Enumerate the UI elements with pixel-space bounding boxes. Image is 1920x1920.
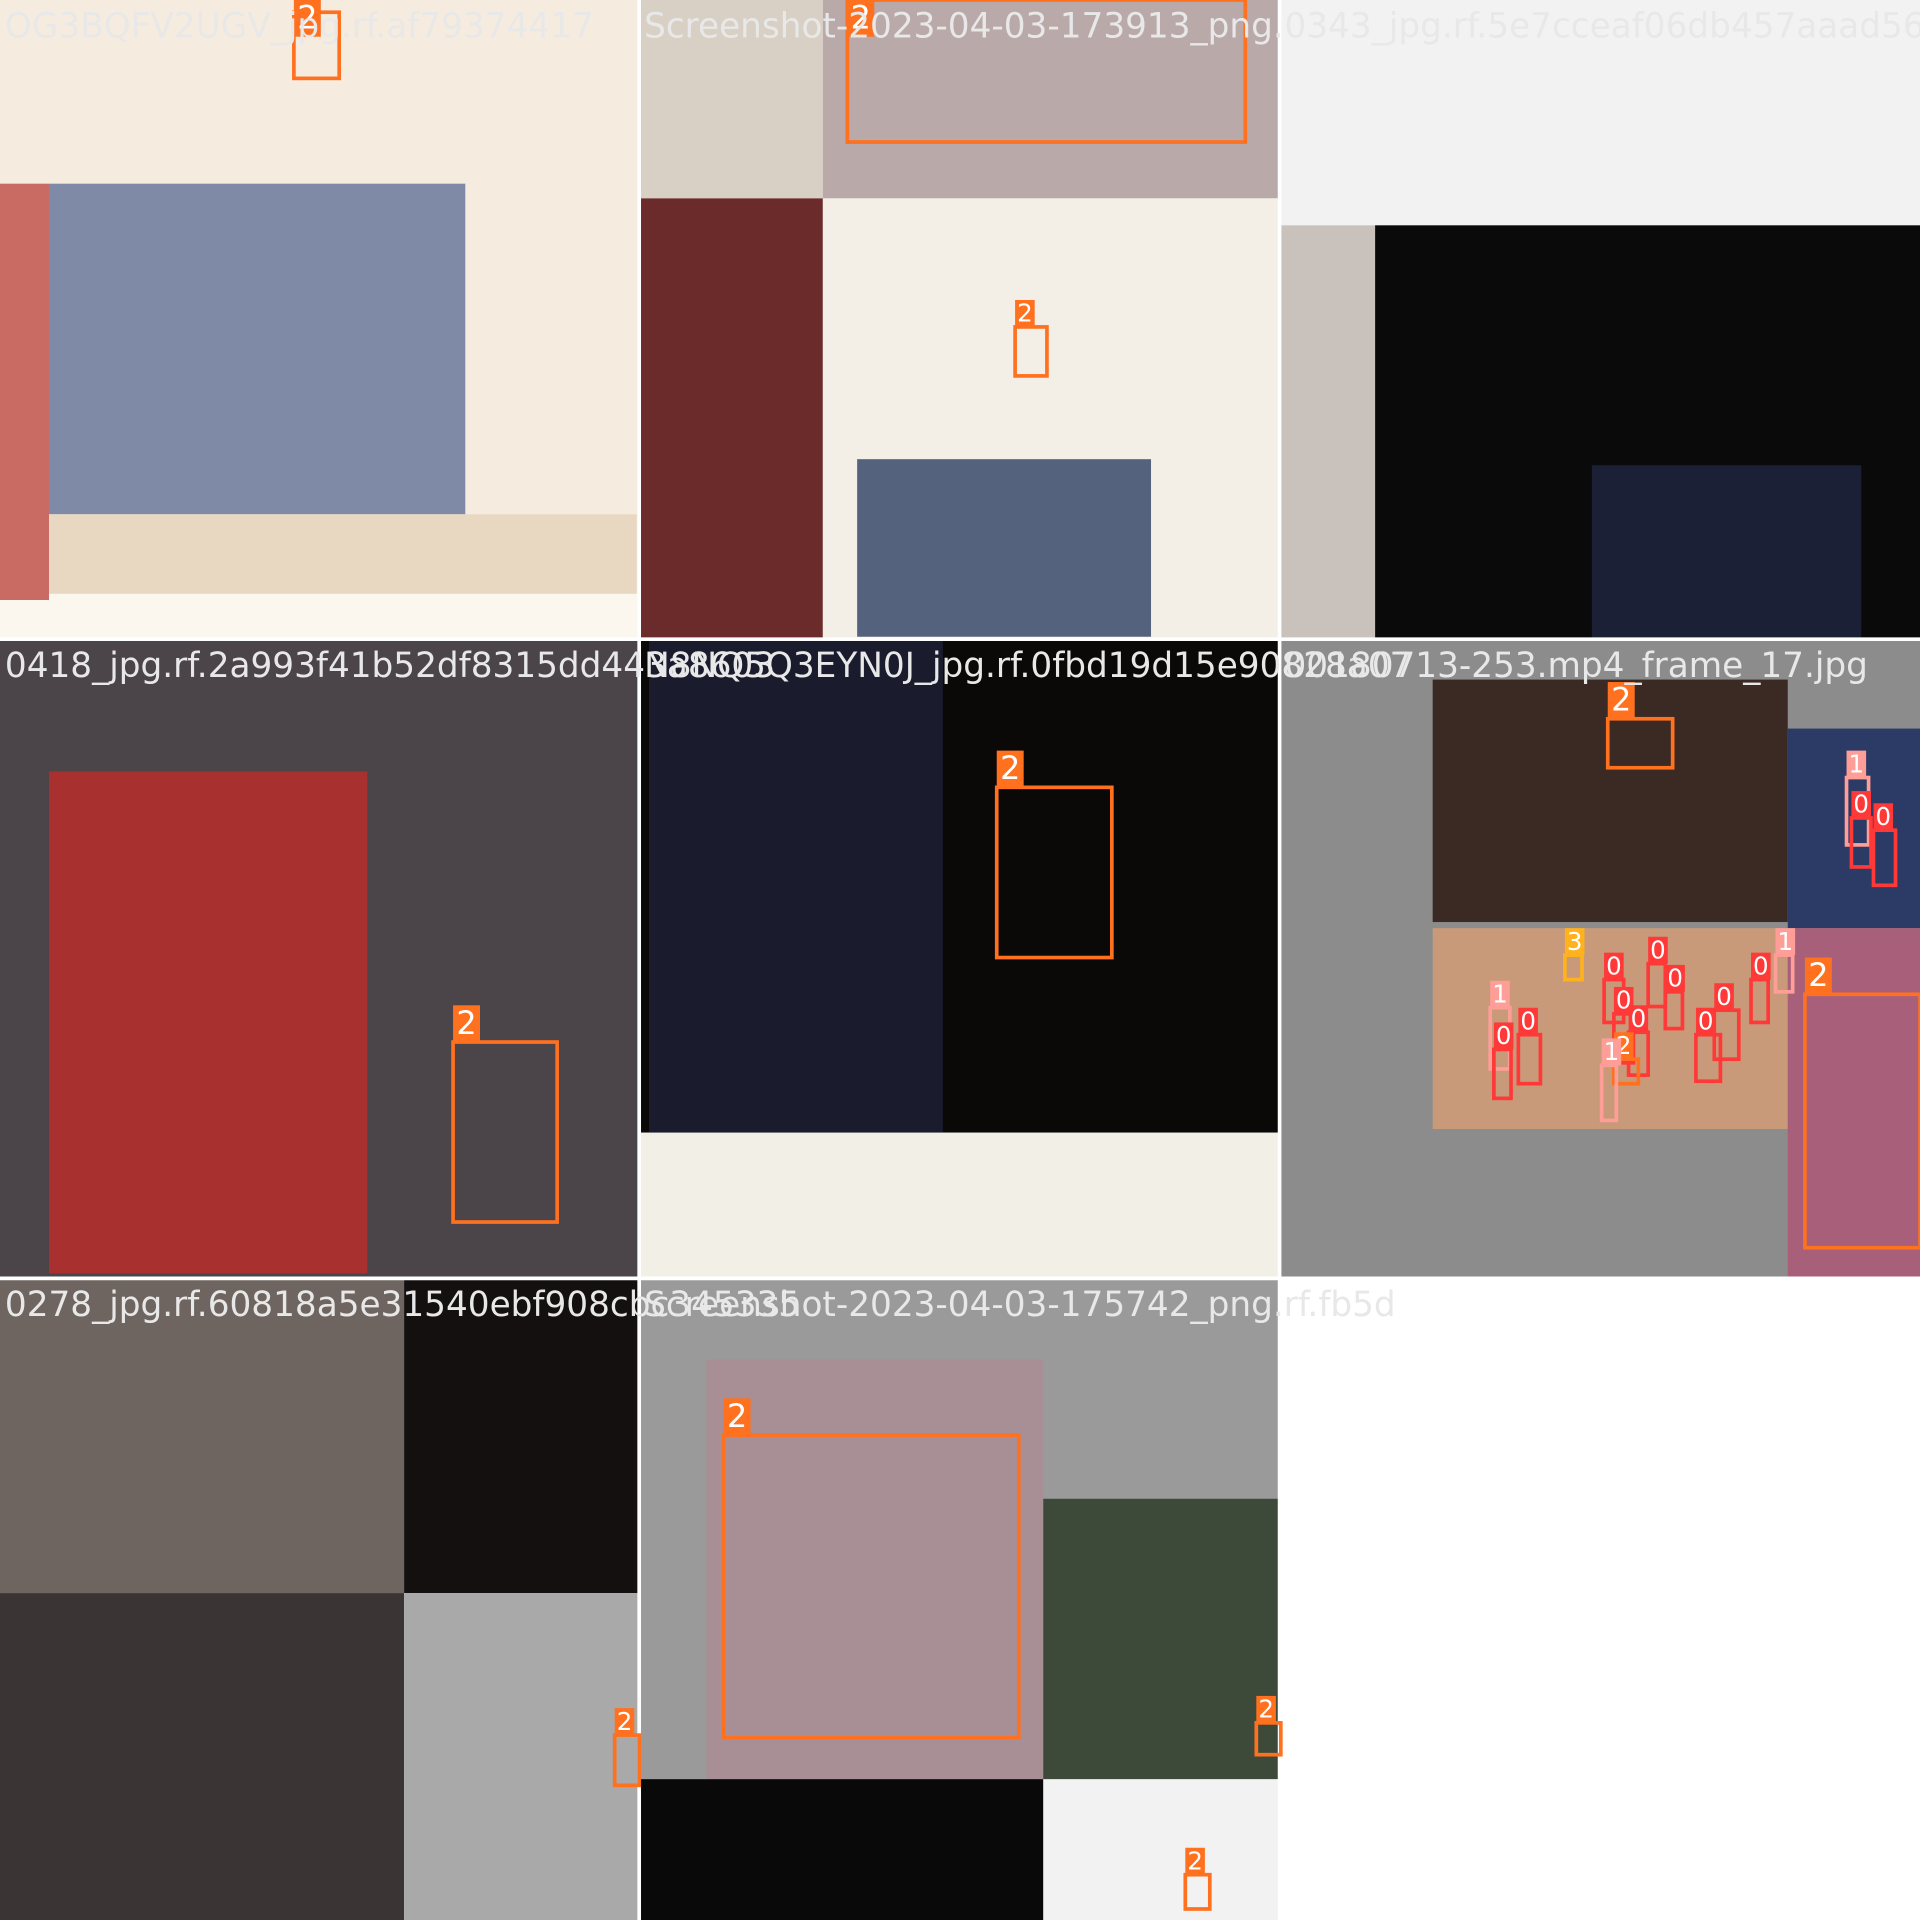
box-label-bg xyxy=(847,0,875,37)
bounding-box xyxy=(994,785,1114,960)
box-label-bg xyxy=(1601,1038,1622,1066)
box-label-bg xyxy=(1775,928,1796,956)
bounding-box xyxy=(451,1040,559,1224)
box-label: 0 xyxy=(1875,802,1891,831)
tile-filename: 0278_jpg.rf.60818a5e31540ebf908cbc345335 xyxy=(5,1285,800,1325)
box-label: 0 xyxy=(1606,951,1622,980)
box-label-bg xyxy=(1851,791,1872,818)
box-label: 1 xyxy=(1778,927,1794,956)
box-label-bg xyxy=(1846,750,1867,778)
box-label: 2 xyxy=(1017,299,1033,328)
box-label: 0 xyxy=(1698,1006,1714,1035)
box-label-bg xyxy=(1804,957,1832,995)
box-label-bg xyxy=(996,750,1024,788)
box-label-bg xyxy=(1873,803,1894,831)
box-label: 3 xyxy=(1567,927,1583,956)
box-label-bg xyxy=(1490,980,1510,1008)
box-label-bg xyxy=(1604,952,1624,980)
box-label: 2 xyxy=(1187,1846,1203,1875)
bounding-box xyxy=(721,1433,1021,1740)
box-label: 0 xyxy=(1520,1006,1536,1035)
box-label: 2 xyxy=(1258,1695,1274,1724)
box-label: 2 xyxy=(1611,681,1631,719)
box-label-bg xyxy=(1015,300,1035,327)
bounding-box xyxy=(845,0,1248,144)
box-label: 2 xyxy=(851,0,871,37)
box-label-bg xyxy=(1751,952,1771,980)
box-label: 2 xyxy=(617,1707,633,1736)
box-label-bg xyxy=(1256,1695,1276,1723)
box-label: 0 xyxy=(1631,1004,1647,1033)
box-label-bg xyxy=(1665,964,1685,992)
box-label: 0 xyxy=(1616,986,1632,1015)
box-label-bg xyxy=(453,1005,480,1043)
box-label: 2 xyxy=(1000,749,1020,787)
box-label-bg xyxy=(1714,983,1734,1011)
box-label: 2 xyxy=(727,1397,747,1435)
box-label-bg xyxy=(1628,1005,1649,1033)
bounding-box xyxy=(1803,992,1920,1250)
box-label: 2 xyxy=(297,0,317,37)
bounding-box xyxy=(1605,716,1675,770)
tile-filename: 00180713-253.mp4_frame_17.jpg xyxy=(1284,646,1867,686)
box-label-bg xyxy=(1185,1847,1205,1875)
tile-filename: Screenshot-2023-04-03-173913_png. xyxy=(644,7,1284,47)
box-label-bg xyxy=(1518,1007,1538,1035)
box-label-bg xyxy=(293,0,321,37)
box-label: 1 xyxy=(1604,1037,1620,1066)
box-label-bg xyxy=(1607,682,1635,719)
box-label: 2 xyxy=(1808,956,1828,994)
box-label: 1 xyxy=(1492,980,1508,1009)
box-label: 1 xyxy=(1849,749,1865,778)
box-label: 0 xyxy=(1753,951,1769,980)
box-label-bg xyxy=(1564,928,1585,956)
bounding-box xyxy=(1612,1057,1641,1086)
tile-filename: OG3BQFV2UGV_jpg.rf.af79374417 xyxy=(5,7,594,47)
tile-filename: 0418_jpg.rf.2a993f41b52df8315dd443a8603 xyxy=(5,646,775,686)
box-label-bg xyxy=(723,1398,751,1436)
box-label: 0 xyxy=(1716,982,1732,1011)
tile-filename: 0343_jpg.rf.5e7cceaf06db457aaad56f xyxy=(1284,7,1920,47)
box-label: 0 xyxy=(1650,935,1666,964)
box-label: 0 xyxy=(1496,1021,1512,1050)
tile-filename: N8NQ5Q3EYN0J_jpg.rf.0fbd19d15e90828a07 xyxy=(644,646,1411,686)
box-label: 0 xyxy=(1853,790,1869,819)
box-label-bg xyxy=(614,1708,635,1736)
box-label: 2 xyxy=(456,1004,476,1042)
box-label: 0 xyxy=(1667,964,1683,993)
box-label-bg xyxy=(1695,1007,1716,1035)
tile-filename: Screenshot-2023-04-03-175742_png.rf.fb5d xyxy=(644,1285,1396,1325)
box-label-bg xyxy=(1493,1022,1514,1050)
box-label-bg xyxy=(1648,936,1668,964)
